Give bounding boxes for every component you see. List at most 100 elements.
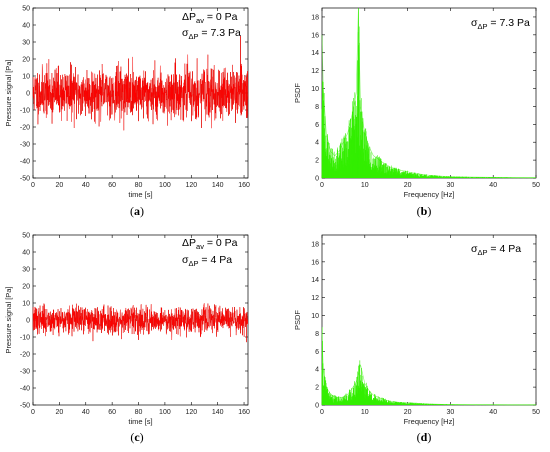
panel-c-xtick-label: 80 <box>135 409 143 416</box>
panel-a-ytick-label: 30 <box>22 40 30 47</box>
panel-a-xtick-label: 60 <box>108 182 116 189</box>
panel-d-xlabel: Frequency [Hz] <box>404 417 455 426</box>
panel-a-ytick-label: -50 <box>20 176 30 183</box>
panel-c-signal-line <box>32 303 249 343</box>
panel-c-ytick-label: 0 <box>26 318 30 325</box>
panel-a-ytick-label: 50 <box>22 6 30 13</box>
panel-d-xtick-label: 40 <box>489 409 497 416</box>
panel-d-ytick-label: 2 <box>315 385 319 392</box>
panel-d-ylabel: PSDF <box>293 310 302 330</box>
panel-d-axes-frame <box>321 234 537 406</box>
panel-c-xtick-label: 0 <box>31 409 35 416</box>
panel-c-ylabel: Pressure signal [Pa] <box>4 286 13 353</box>
panel-d-ytick-label: 6 <box>315 349 319 356</box>
panel-d-xtick-label: 0 <box>320 409 324 416</box>
panel-c-annotation-line1: ΔPav = 0 Pa <box>182 237 238 251</box>
panel-c-xtick-label: 160 <box>238 409 250 416</box>
panel-c-xtick-label: 60 <box>108 409 116 416</box>
panel-a-xtick-label: 100 <box>159 182 171 189</box>
panel-c-ytick-label: 30 <box>22 267 30 274</box>
panel-a-caption: (a) <box>130 204 144 218</box>
panel-a-annotation-line1: ΔPav = 0 Pa <box>182 11 238 25</box>
panel-b-ytick-label: 8 <box>315 104 319 111</box>
panel-b-ytick-label: 14 <box>311 50 319 57</box>
panel-d-ytick-label: 18 <box>311 241 319 248</box>
panel-a-xlabel: time [s] <box>128 190 152 199</box>
panel-b-ytick-label: 18 <box>311 14 319 21</box>
panel-b-caption: (b) <box>417 204 432 218</box>
panel-c-ytick-label: 10 <box>22 301 30 308</box>
panel-d-xtick-label: 20 <box>404 409 412 416</box>
panel-c-caption: (c) <box>130 430 143 444</box>
panel-b-annotation: σΔP = 7.3 Pa <box>471 17 530 31</box>
panel-c-xtick-label: 120 <box>185 409 197 416</box>
panel-d-ytick-label: 16 <box>311 259 319 266</box>
panel-a-ytick-label: 10 <box>22 74 30 81</box>
panel-d-ytick-label: 8 <box>315 331 319 338</box>
panel-d-ytick-label: 0 <box>315 403 319 410</box>
panel-c-ytick-label: 40 <box>22 250 30 257</box>
panel-c-xtick-label: 100 <box>159 409 171 416</box>
panel-a-xtick-label: 120 <box>185 182 197 189</box>
panel-b-ytick-label: 12 <box>311 68 319 75</box>
panel-c-xlabel: time [s] <box>128 417 152 426</box>
panel-a-signal-line <box>32 35 249 131</box>
panel-d-xtick-label: 30 <box>447 409 455 416</box>
panel-a-ytick-label: -30 <box>20 142 30 149</box>
panel-a-xtick-label: 80 <box>135 182 143 189</box>
panel-c-ytick-label: -10 <box>20 335 30 342</box>
panel-d-ytick-label: 10 <box>311 313 319 320</box>
panel-a-ylabel: Pressure signal [Pa] <box>4 59 13 126</box>
panel-c-ytick-label: -50 <box>20 403 30 410</box>
panel-d-psdf-envelope <box>321 333 536 406</box>
panel-b-xtick-label: 20 <box>404 182 412 189</box>
panel-c-annotation-line2: σΔP = 4 Pa <box>182 254 232 268</box>
panel-a-ytick-label: 20 <box>22 57 30 64</box>
panel-a-ytick-label: -20 <box>20 125 30 132</box>
panel-d-spectrum: 0 10 20 30 40 50 0 2 4 6 8 10 12 14 16 18 Frequency [Hz]… <box>293 234 540 444</box>
panel-b-xlabel: Frequency [Hz] <box>404 190 455 199</box>
panel-a-xtick-label: 160 <box>238 182 250 189</box>
panel-c-ytick-label: 50 <box>22 233 30 240</box>
panel-b-psdf-line <box>321 8 537 179</box>
panel-a-time-series: 0 20 40 60 80 100 120 140 160 -50 -40 -30 -20 -10 0 10 2… <box>4 6 250 219</box>
panel-c-ytick-label: -40 <box>20 386 30 393</box>
panel-b-ytick-label: 6 <box>315 122 319 129</box>
panel-a-ytick-label: -10 <box>20 108 30 115</box>
panel-d-xtick-label: 10 <box>361 409 369 416</box>
panel-d-ytick-label: 4 <box>315 367 319 374</box>
panel-b-xtick-label: 10 <box>361 182 369 189</box>
panel-d-annotation: σΔP = 4 Pa <box>471 243 521 257</box>
panel-a-xtick-label: 0 <box>31 182 35 189</box>
panel-d-ytick-label: 12 <box>311 295 319 302</box>
panel-c-ytick-label: 20 <box>22 284 30 291</box>
panel-b-ytick-label: 2 <box>315 158 319 165</box>
panel-d-xtick-label: 50 <box>532 409 540 416</box>
panel-d-ytick-label: 14 <box>311 277 319 284</box>
panel-c-time-series: 0 20 40 60 80 100 120 140 160 -50 -40 -30 -20 -10 0 10 2… <box>4 233 250 445</box>
panel-a-xtick-label: 40 <box>82 182 90 189</box>
panel-a-annotation-line2: σΔP = 7.3 Pa <box>182 27 241 41</box>
panel-c-xtick-label: 140 <box>212 409 224 416</box>
panel-b-xtick-label: 50 <box>532 182 540 189</box>
panel-a-ytick-label: 40 <box>22 23 30 30</box>
panel-b-xtick-label: 0 <box>320 182 324 189</box>
panel-a-xtick-label: 140 <box>212 182 224 189</box>
panel-c-ytick-label: -20 <box>20 352 30 359</box>
panel-a-xtick-label: 20 <box>55 182 63 189</box>
panel-b-ylabel: PSDF <box>293 83 302 103</box>
panel-b-ytick-label: 0 <box>315 176 319 183</box>
panel-c-ytick-label: -30 <box>20 369 30 376</box>
panel-d-psdf-line <box>321 327 537 406</box>
panel-c-xtick-label: 20 <box>55 409 63 416</box>
panel-b-xtick-label: 40 <box>489 182 497 189</box>
panel-a-ytick-label: 0 <box>26 91 30 98</box>
panel-b-psdf-envelope <box>321 7 537 178</box>
panel-b-xtick-label: 30 <box>447 182 455 189</box>
panel-b-spectrum: 0 10 20 30 40 50 0 2 4 6 8 10 12 14 16 18 Frequency [Hz]… <box>293 7 540 218</box>
panel-b-ytick-label: 4 <box>315 140 319 147</box>
panel-c-xtick-label: 40 <box>82 409 90 416</box>
panel-d-caption: (d) <box>417 430 432 444</box>
panel-a-ytick-label: -40 <box>20 159 30 166</box>
